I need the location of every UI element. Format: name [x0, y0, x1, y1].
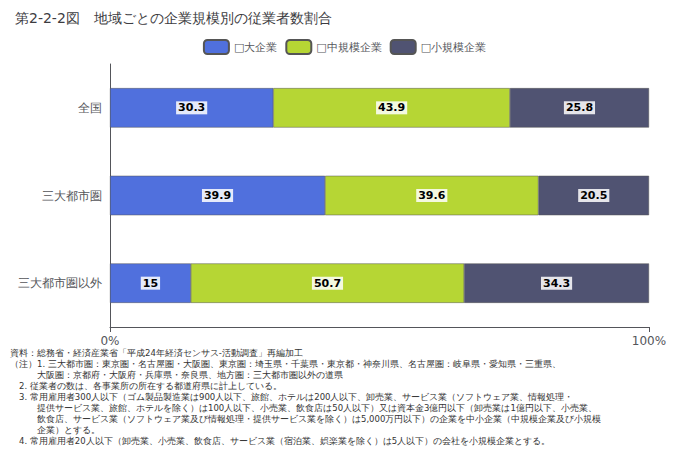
svg-text:15: 15: [143, 277, 158, 290]
svg-text:43.9: 43.9: [378, 101, 405, 114]
svg-text:39.9: 39.9: [204, 189, 231, 202]
svg-text:4. 常用雇用者20人以下（卸売業、小売業、飲食店、サービス: 4. 常用雇用者20人以下（卸売業、小売業、飲食店、サービス業（宿泊業、娯楽業を…: [10, 436, 550, 446]
svg-text:100%: 100%: [632, 334, 666, 348]
svg-text:□中規模企業: □中規模企業: [316, 41, 381, 54]
svg-text:飲食店、サービス業（ソフトウェア業及び情報処理・提供サービス: 飲食店、サービス業（ソフトウェア業及び情報処理・提供サービス業を除く）は5,00…: [10, 414, 601, 424]
svg-text:資料：総務省・経済産業省「平成24年経済センサス-活動調査」: 資料：総務省・経済産業省「平成24年経済センサス-活動調査」再編加工: [10, 348, 303, 358]
svg-text:第2-2-2図 地域ごとの企業規模別の従業者数割合: 第2-2-2図 地域ごとの企業規模別の従業者数割合: [15, 10, 332, 26]
svg-text:□小規模企業: □小規模企業: [421, 41, 486, 54]
svg-text:（注）1. 三大都市圏：東京圏・名古屋圏・大阪圏、東京圏：埼: （注）1. 三大都市圏：東京圏・名古屋圏・大阪圏、東京圏：埼玉県・千葉県・東京都…: [10, 359, 561, 369]
svg-text:三大都市圏以外: 三大都市圏以外: [18, 276, 102, 290]
svg-text:三大都市圏: 三大都市圏: [42, 189, 102, 203]
svg-text:30.3: 30.3: [178, 101, 205, 114]
svg-text:大阪圏：京都府・大阪府・兵庫県・奈良県、地方圏：三大都市圏以: 大阪圏：京都府・大阪府・兵庫県・奈良県、地方圏：三大都市圏以外の道県: [10, 370, 343, 380]
svg-text:20.5: 20.5: [580, 189, 607, 202]
svg-text:34.3: 34.3: [543, 277, 570, 290]
svg-text:50.7: 50.7: [314, 277, 341, 290]
svg-text:企業）とする。: 企業）とする。: [10, 425, 100, 435]
svg-text:0%: 0%: [100, 334, 119, 348]
svg-text:3. 常用雇用者300人以下（ゴム製品製造業は900人以下、: 3. 常用雇用者300人以下（ゴム製品製造業は900人以下、旅館、ホテルは200…: [10, 392, 573, 402]
svg-text:2. 従業者の数は、各事業所の所在する都道府県に計上している: 2. 従業者の数は、各事業所の所在する都道府県に計上している。: [10, 381, 282, 391]
svg-text:提供サービス業、旅館、ホテルを除く）は100人以下、小売業、: 提供サービス業、旅館、ホテルを除く）は100人以下、小売業、飲食店は50人以下）…: [10, 403, 597, 413]
svg-text:25.8: 25.8: [566, 101, 593, 114]
svg-text:39.6: 39.6: [418, 189, 445, 202]
svg-text:□大企業: □大企業: [234, 41, 277, 54]
svg-text:全国: 全国: [78, 101, 102, 115]
